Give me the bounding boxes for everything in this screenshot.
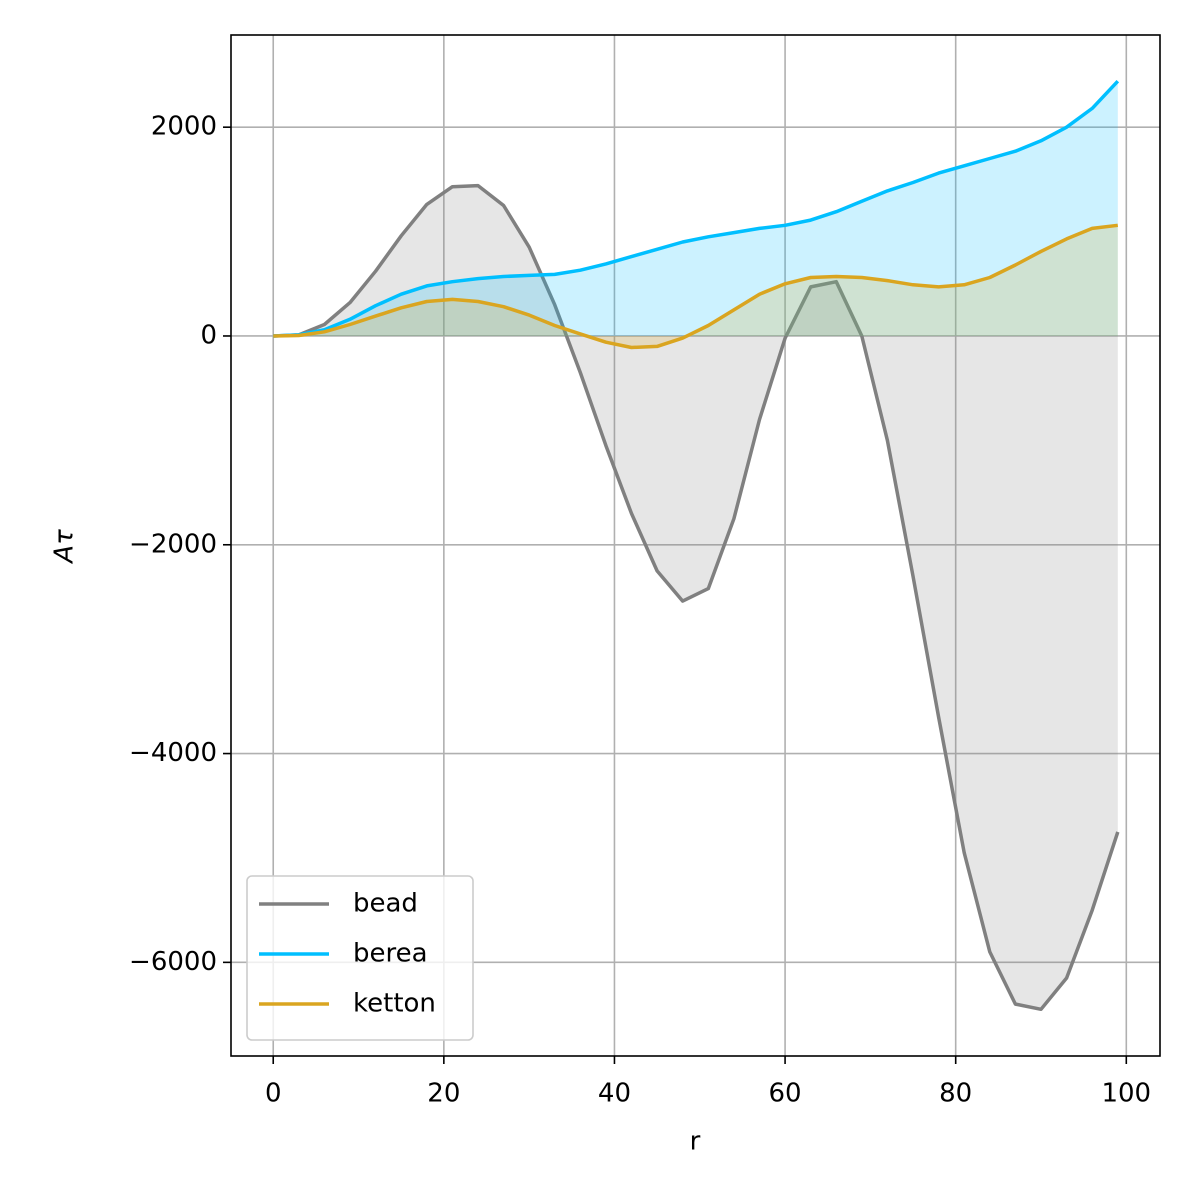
x-tick-label: 80	[939, 1079, 972, 1109]
legend-label: berea	[353, 939, 428, 969]
x-tick-label: 0	[265, 1079, 282, 1109]
legend-frame	[246, 875, 474, 1041]
legend-label: ketton	[353, 989, 436, 1019]
area	[273, 81, 1118, 336]
y-tick-label: 0	[200, 320, 217, 350]
x-tick-label: 20	[427, 1079, 460, 1109]
legend-label: bead	[353, 889, 418, 919]
x-tick-label: 100	[1101, 1079, 1151, 1109]
line	[273, 223, 1119, 350]
line	[273, 183, 1120, 1012]
y-tick-label: −2000	[129, 529, 217, 559]
line	[273, 80, 1120, 338]
y-tick-label: −4000	[129, 738, 217, 768]
plot-frame	[230, 34, 1161, 1057]
y-tick-label: −6000	[129, 947, 217, 977]
x-axis-label: r	[690, 1127, 701, 1157]
legend: bead berea ketton	[246, 875, 474, 1041]
x-tick-label: 40	[598, 1079, 631, 1109]
y-tick-label: 2000	[151, 112, 217, 142]
area	[273, 185, 1118, 1010]
y-axis-label: Aτ	[50, 529, 80, 565]
area	[273, 225, 1118, 348]
x-tick-label: 60	[769, 1079, 802, 1109]
